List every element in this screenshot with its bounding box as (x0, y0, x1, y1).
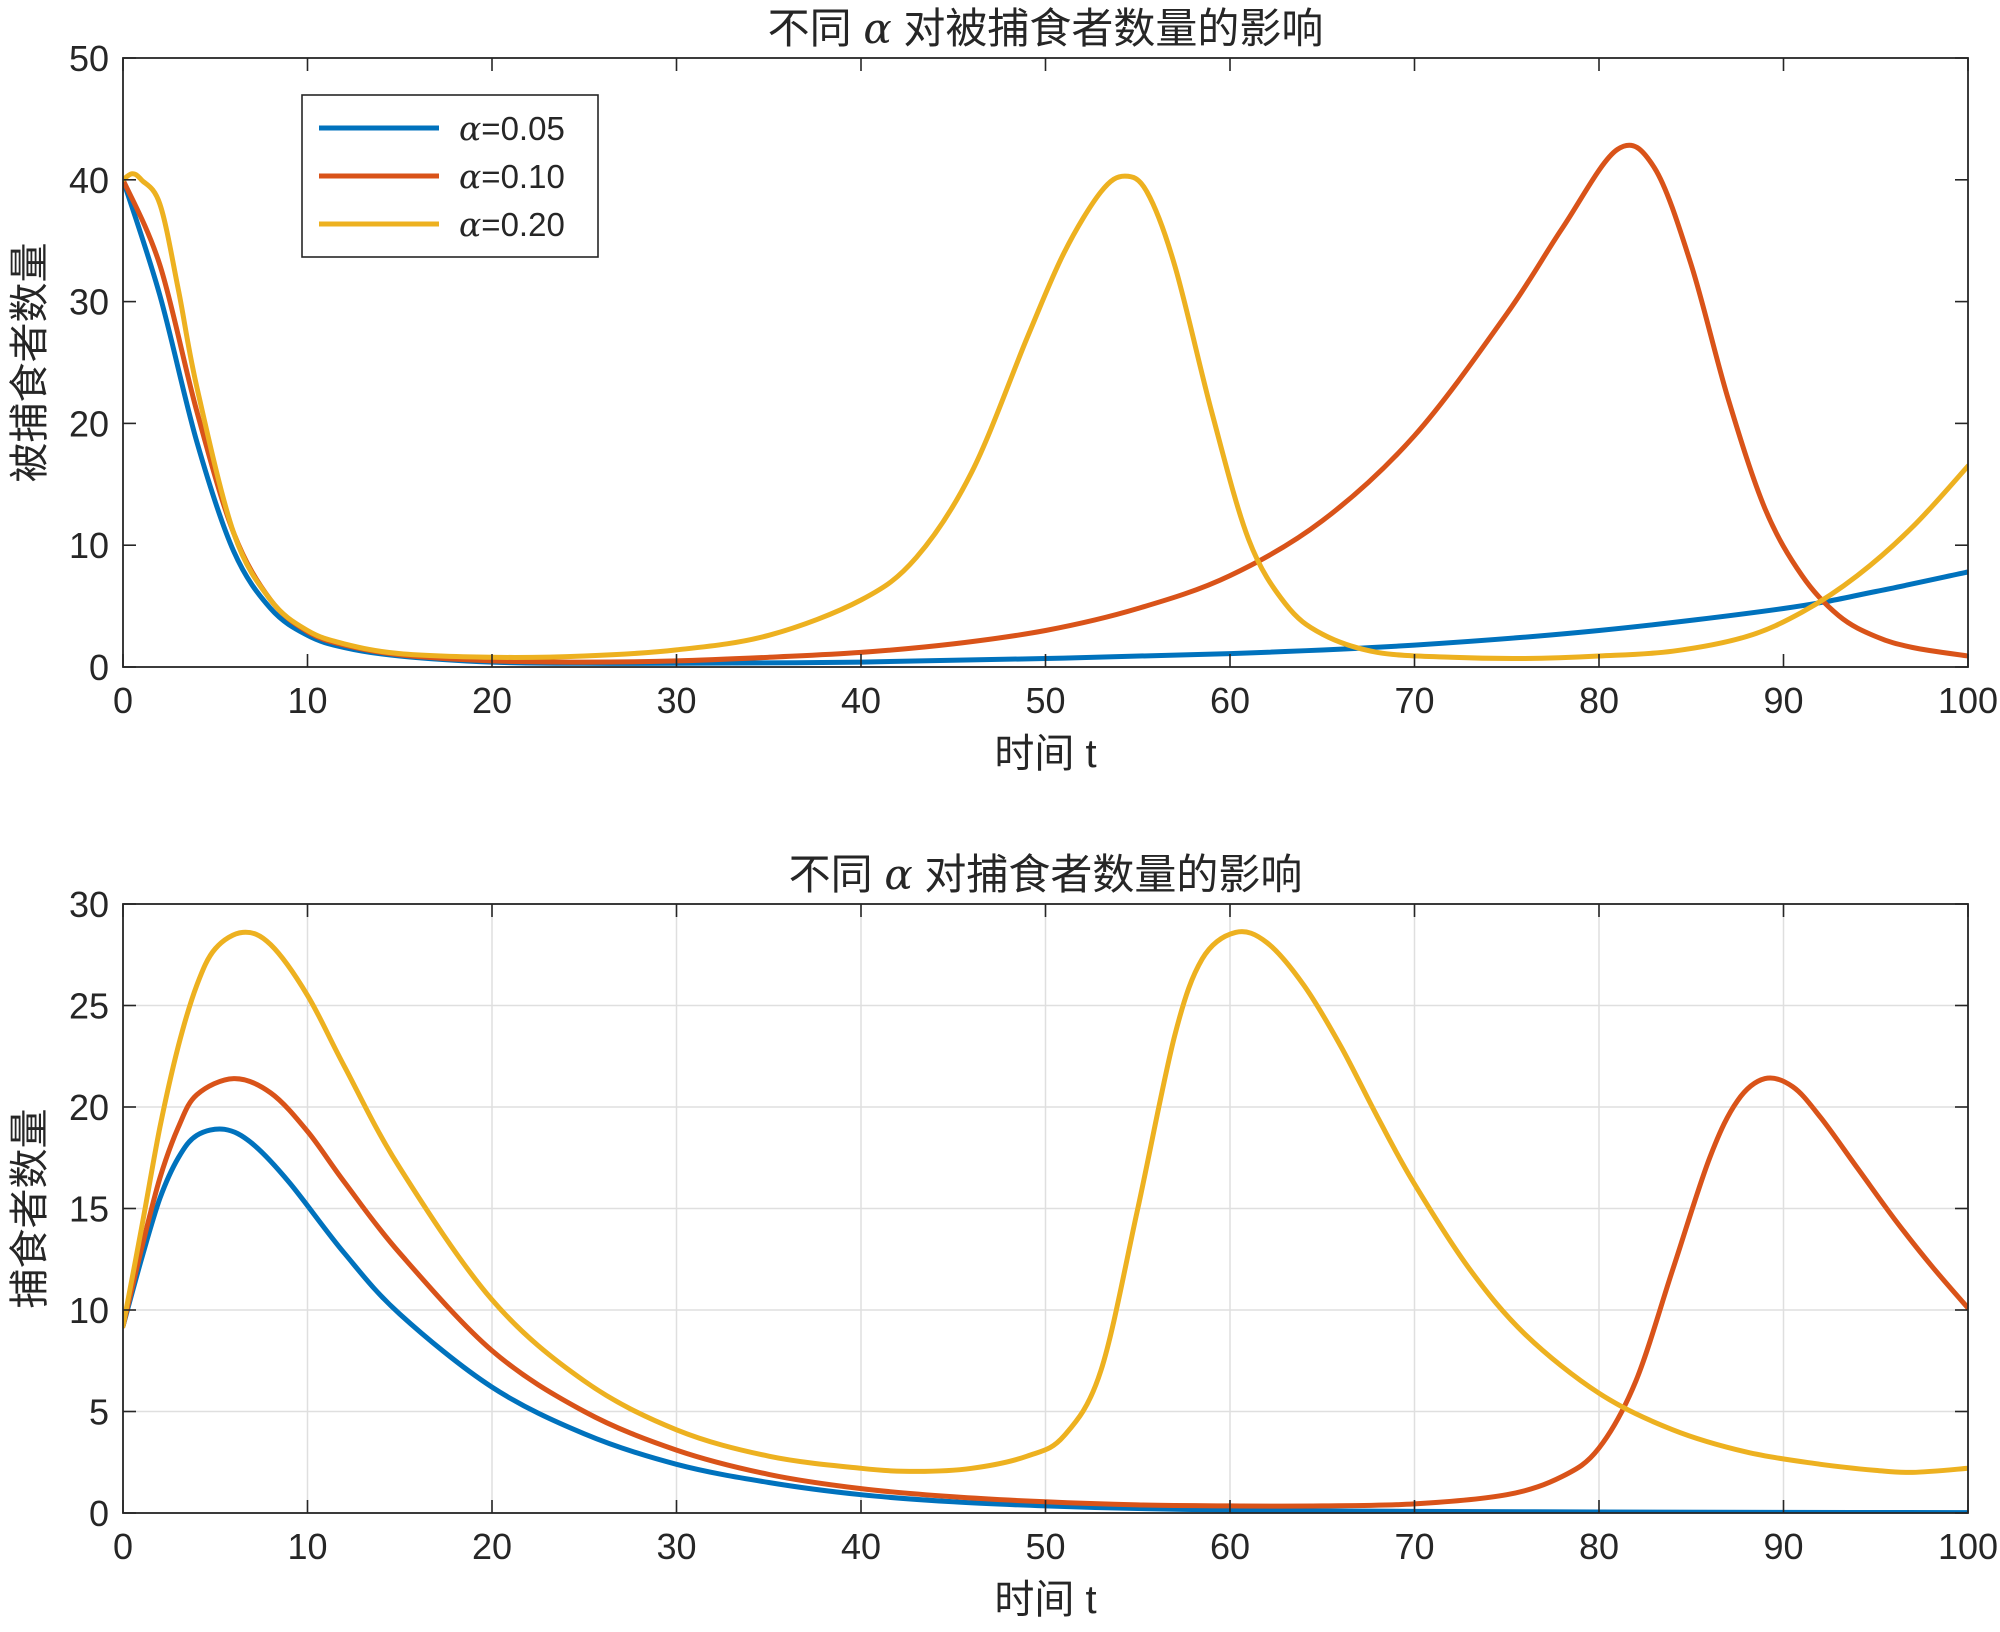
legend-label-1: α=0.05 (459, 109, 565, 148)
x-tick-label: 100 (1938, 680, 1998, 721)
x-tick-label: 20 (472, 1526, 512, 1567)
x-tick-label: 30 (656, 1526, 696, 1567)
x-tick-label: 10 (287, 680, 327, 721)
x-axis-label: 时间 t (994, 732, 1096, 776)
x-tick-label: 0 (113, 680, 133, 721)
chart-title: 不同 α 对捕食者数量的影响 (789, 850, 1303, 899)
title-part: 不同 (789, 851, 885, 898)
y-tick-label: 10 (69, 525, 109, 566)
x-tick-label: 80 (1579, 1526, 1619, 1567)
series-line-3 (123, 171, 1968, 662)
ticks: 0 10 20 30 40 50 60 70 80 90 100 0 10 20 30 40 50 (69, 38, 1998, 721)
x-tick-label: 50 (1025, 680, 1065, 721)
legend: α=0.05α=0.10α=0.20 (301, 94, 599, 258)
title-alpha: α (863, 4, 891, 53)
x-tick-label: 70 (1394, 680, 1434, 721)
x-axis-label: 时间 t (994, 1578, 1096, 1622)
y-tick-label: 20 (69, 1087, 109, 1128)
y-tick-label: 25 (69, 986, 109, 1027)
series-group (123, 929, 1968, 1513)
title-alpha: α (884, 850, 912, 899)
legend-value: =0.05 (481, 110, 565, 147)
y-tick-label: 30 (69, 282, 109, 323)
series-line-2 (123, 1075, 1968, 1509)
x-tick-label: 40 (841, 680, 881, 721)
ticks: 0 10 20 30 40 50 60 70 80 90 100 0 5 10 15 20 25 30 (69, 884, 1998, 1567)
y-tick-label: 0 (89, 1493, 109, 1534)
x-tick-label: 40 (841, 1526, 881, 1567)
x-tick-label: 60 (1210, 680, 1250, 721)
x-tick-label: 80 (1579, 680, 1619, 721)
y-tick-label: 15 (69, 1189, 109, 1230)
x-tick-label: 100 (1938, 1526, 1998, 1567)
x-tick-label: 30 (656, 680, 696, 721)
y-tick-label: 10 (69, 1290, 109, 1331)
legend-label-2: α=0.10 (459, 157, 565, 196)
axes-box (122, 57, 1969, 668)
x-tick-label: 10 (287, 1526, 327, 1567)
title-part: 对捕食者数量的影响 (913, 851, 1303, 898)
x-tick-label: 50 (1025, 1526, 1065, 1567)
legend-value: =0.10 (481, 158, 565, 195)
y-axis-label: 捕食者数量 (8, 1109, 52, 1309)
x-tick-label: 90 (1763, 680, 1803, 721)
legend-alpha: α (459, 109, 481, 148)
chart-1: 0 10 20 30 40 50 60 70 80 90 100 0 10 20 30 40 50 不同 α 对被… (8, 4, 1998, 776)
legend-label-3: α=0.20 (459, 205, 565, 244)
legend-value: =0.20 (481, 206, 565, 243)
y-tick-label: 5 (89, 1392, 109, 1433)
series-line-1 (123, 1126, 1968, 1513)
y-tick-label: 20 (69, 403, 109, 444)
x-tick-label: 0 (113, 1526, 133, 1567)
chart-title: 不同 α 对被捕食者数量的影响 (768, 4, 1324, 53)
y-tick-label: 30 (69, 884, 109, 925)
x-tick-label: 90 (1763, 1526, 1803, 1567)
legend-alpha: α (459, 157, 481, 196)
y-tick-label: 40 (69, 160, 109, 201)
title-part: 不同 (768, 5, 864, 52)
legend-alpha: α (459, 205, 481, 244)
x-tick-label: 60 (1210, 1526, 1250, 1567)
title-part: 对被捕食者数量的影响 (892, 5, 1324, 52)
x-tick-label: 20 (472, 680, 512, 721)
axes-box (122, 903, 1969, 1514)
y-axis-label: 被捕食者数量 (8, 243, 52, 483)
x-tick-label: 70 (1394, 1526, 1434, 1567)
series-line-3 (123, 929, 1968, 1475)
y-tick-label: 0 (89, 647, 109, 688)
chart-2: 0 10 20 30 40 50 60 70 80 90 100 0 5 10 15 20 25 30 不同 α 对… (8, 850, 1998, 1622)
y-tick-label: 50 (69, 38, 109, 79)
